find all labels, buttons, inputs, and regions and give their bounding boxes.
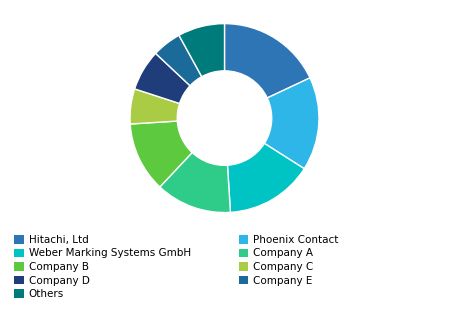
Wedge shape (130, 89, 180, 124)
Wedge shape (130, 121, 192, 187)
Wedge shape (228, 143, 304, 212)
Wedge shape (160, 153, 230, 213)
Wedge shape (135, 53, 190, 104)
Wedge shape (156, 35, 202, 86)
Wedge shape (264, 78, 319, 169)
Legend: Phoenix Contact, Company A, Company C, Company E: Phoenix Contact, Company A, Company C, C… (239, 235, 339, 286)
Wedge shape (224, 24, 310, 98)
Wedge shape (179, 24, 224, 77)
